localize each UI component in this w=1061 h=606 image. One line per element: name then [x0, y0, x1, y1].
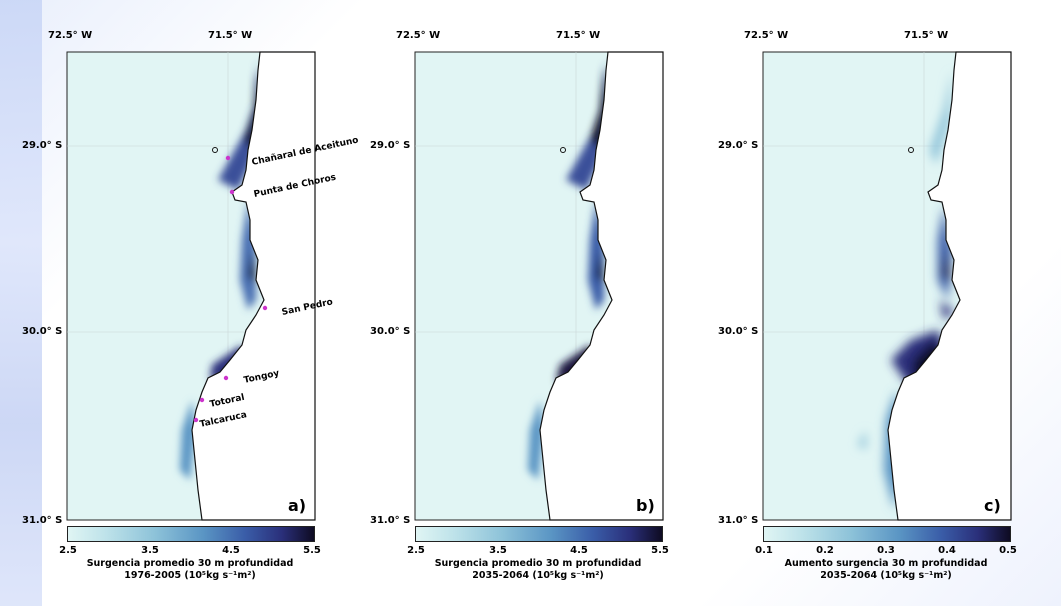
lat-tick-30: 30.0° S	[22, 326, 63, 337]
caption-a-line1: Surgencia promedio 30 m profundidad	[86, 558, 294, 569]
colorbar-a-tick: 5.5	[303, 545, 321, 556]
panel-letter-c: c)	[984, 496, 1001, 515]
caption-c-line1: Aumento surgencia 30 m profundidad	[784, 558, 988, 569]
upwelling-increase-map-c	[762, 51, 1012, 521]
colorbar-c-tick: 0.4	[938, 545, 956, 556]
chile-land-c	[887, 51, 1012, 521]
colorbar-b-tick: 5.5	[651, 545, 669, 556]
panel-b: 72.5° W 71.5° W 29.0° S 30.0° S 31.0° S …	[368, 0, 688, 606]
colorbar-a	[67, 526, 315, 542]
lon-tick-west: 72.5° W	[48, 30, 93, 41]
panel-a: 72.5° W 71.5° W 29.0° S 30.0° S 31.0° S …	[20, 0, 359, 606]
lon-tick-west: 72.5° W	[744, 30, 789, 41]
colorbar-c	[763, 526, 1011, 542]
colorbar-b-tick: 2.5	[407, 545, 425, 556]
lat-tick-31: 31.0° S	[22, 515, 63, 526]
upwelling-map-a	[66, 51, 316, 521]
caption-b-line2: 2035-2064 (10⁵kg s⁻¹m²)	[472, 570, 604, 581]
marker-chanaral	[225, 155, 231, 161]
lat-tick-30: 30.0° S	[718, 326, 759, 337]
caption-c: Aumento surgencia 30 m profundidad 2035-…	[763, 558, 1009, 582]
marker-punta-choros	[229, 189, 235, 195]
panel-letter-b: b)	[636, 496, 655, 515]
colorbar-c-tick: 0.1	[755, 545, 773, 556]
panel-c: 72.5° W 71.5° W 29.0° S 30.0° S 31.0° S …	[716, 0, 1036, 606]
colorbar-c-tick: 0.3	[877, 545, 895, 556]
lon-tick-west: 72.5° W	[396, 30, 441, 41]
colorbar-b-tick: 3.5	[489, 545, 507, 556]
marker-tongoy	[223, 375, 229, 381]
lat-tick-29: 29.0° S	[370, 140, 411, 151]
marker-san-pedro	[262, 305, 268, 311]
panel-letter-a: a)	[288, 496, 307, 515]
lon-tick-east: 71.5° W	[556, 30, 601, 41]
lat-tick-31: 31.0° S	[718, 515, 759, 526]
chile-land-b	[539, 51, 664, 521]
marker-talcaruca	[193, 417, 199, 423]
caption-b: Surgencia promedio 30 m profundidad 2035…	[415, 558, 661, 582]
colorbar-b-tick: 4.5	[570, 545, 588, 556]
colorbar-b	[415, 526, 663, 542]
lon-tick-east: 71.5° W	[208, 30, 253, 41]
colorbar-c-tick: 0.2	[816, 545, 834, 556]
island-c	[908, 147, 914, 153]
colorbar-a-tick: 2.5	[59, 545, 77, 556]
left-decorative-strip	[0, 0, 42, 606]
lat-tick-29: 29.0° S	[718, 140, 759, 151]
upwelling-map-b	[414, 51, 664, 521]
island-a	[212, 147, 218, 153]
lon-tick-east: 71.5° W	[904, 30, 949, 41]
caption-c-line2: 2035-2064 (10⁵kg s⁻¹m²)	[820, 570, 952, 581]
lat-tick-30: 30.0° S	[370, 326, 411, 337]
chile-land-a	[191, 51, 316, 521]
lat-tick-31: 31.0° S	[370, 515, 411, 526]
lat-tick-29: 29.0° S	[22, 140, 63, 151]
colorbar-a-tick: 3.5	[141, 545, 159, 556]
island-b	[560, 147, 566, 153]
caption-b-line1: Surgencia promedio 30 m profundidad	[434, 558, 642, 569]
colorbar-a-tick: 4.5	[222, 545, 240, 556]
caption-a-line2: 1976-2005 (10⁵kg s⁻¹m²)	[124, 570, 256, 581]
colorbar-c-tick: 0.5	[999, 545, 1017, 556]
caption-a: Surgencia promedio 30 m profundidad 1976…	[67, 558, 313, 582]
marker-totoral	[199, 397, 205, 403]
